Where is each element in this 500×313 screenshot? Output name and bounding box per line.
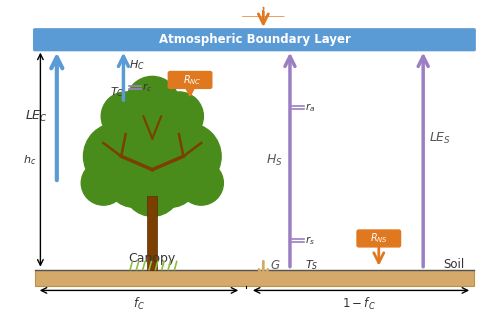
Text: $R_{NC}$: $R_{NC}$ (183, 73, 202, 87)
FancyBboxPatch shape (357, 230, 401, 247)
Text: $1 - f_C$: $1 - f_C$ (342, 296, 376, 312)
Text: $R_N$: $R_N$ (256, 0, 270, 14)
Circle shape (126, 76, 179, 130)
Circle shape (154, 123, 221, 190)
Text: $LE_C$: $LE_C$ (26, 109, 48, 124)
Text: Canopy: Canopy (128, 252, 176, 265)
FancyBboxPatch shape (34, 29, 475, 51)
Text: $T_C$: $T_C$ (110, 85, 124, 99)
Text: Soil: Soil (444, 258, 465, 271)
Circle shape (124, 158, 181, 216)
Text: $H_C$: $H_C$ (129, 59, 144, 72)
Text: $f_C$: $f_C$ (133, 296, 145, 312)
Circle shape (154, 92, 204, 141)
Text: $G$: $G$ (270, 259, 280, 272)
Text: $T_S$: $T_S$ (306, 258, 319, 272)
Text: $r_a$: $r_a$ (305, 101, 316, 114)
FancyBboxPatch shape (168, 71, 212, 88)
Circle shape (84, 123, 150, 190)
Text: Atmospheric Boundary Layer: Atmospheric Boundary Layer (158, 33, 350, 46)
Text: $r_c$: $r_c$ (142, 81, 152, 94)
Circle shape (179, 161, 224, 205)
Bar (148, 196, 157, 269)
Text: $LE_S$: $LE_S$ (428, 131, 450, 146)
Circle shape (106, 150, 164, 208)
FancyBboxPatch shape (242, 0, 285, 16)
Text: $r_s$: $r_s$ (305, 234, 315, 247)
Text: $h_c$: $h_c$ (23, 153, 36, 167)
Circle shape (108, 94, 196, 183)
Text: $H_S$: $H_S$ (266, 153, 283, 168)
Circle shape (101, 92, 150, 141)
Text: $R_{NS}$: $R_{NS}$ (370, 232, 388, 245)
Circle shape (141, 150, 199, 208)
Circle shape (82, 161, 126, 205)
Bar (34, 269, 474, 286)
